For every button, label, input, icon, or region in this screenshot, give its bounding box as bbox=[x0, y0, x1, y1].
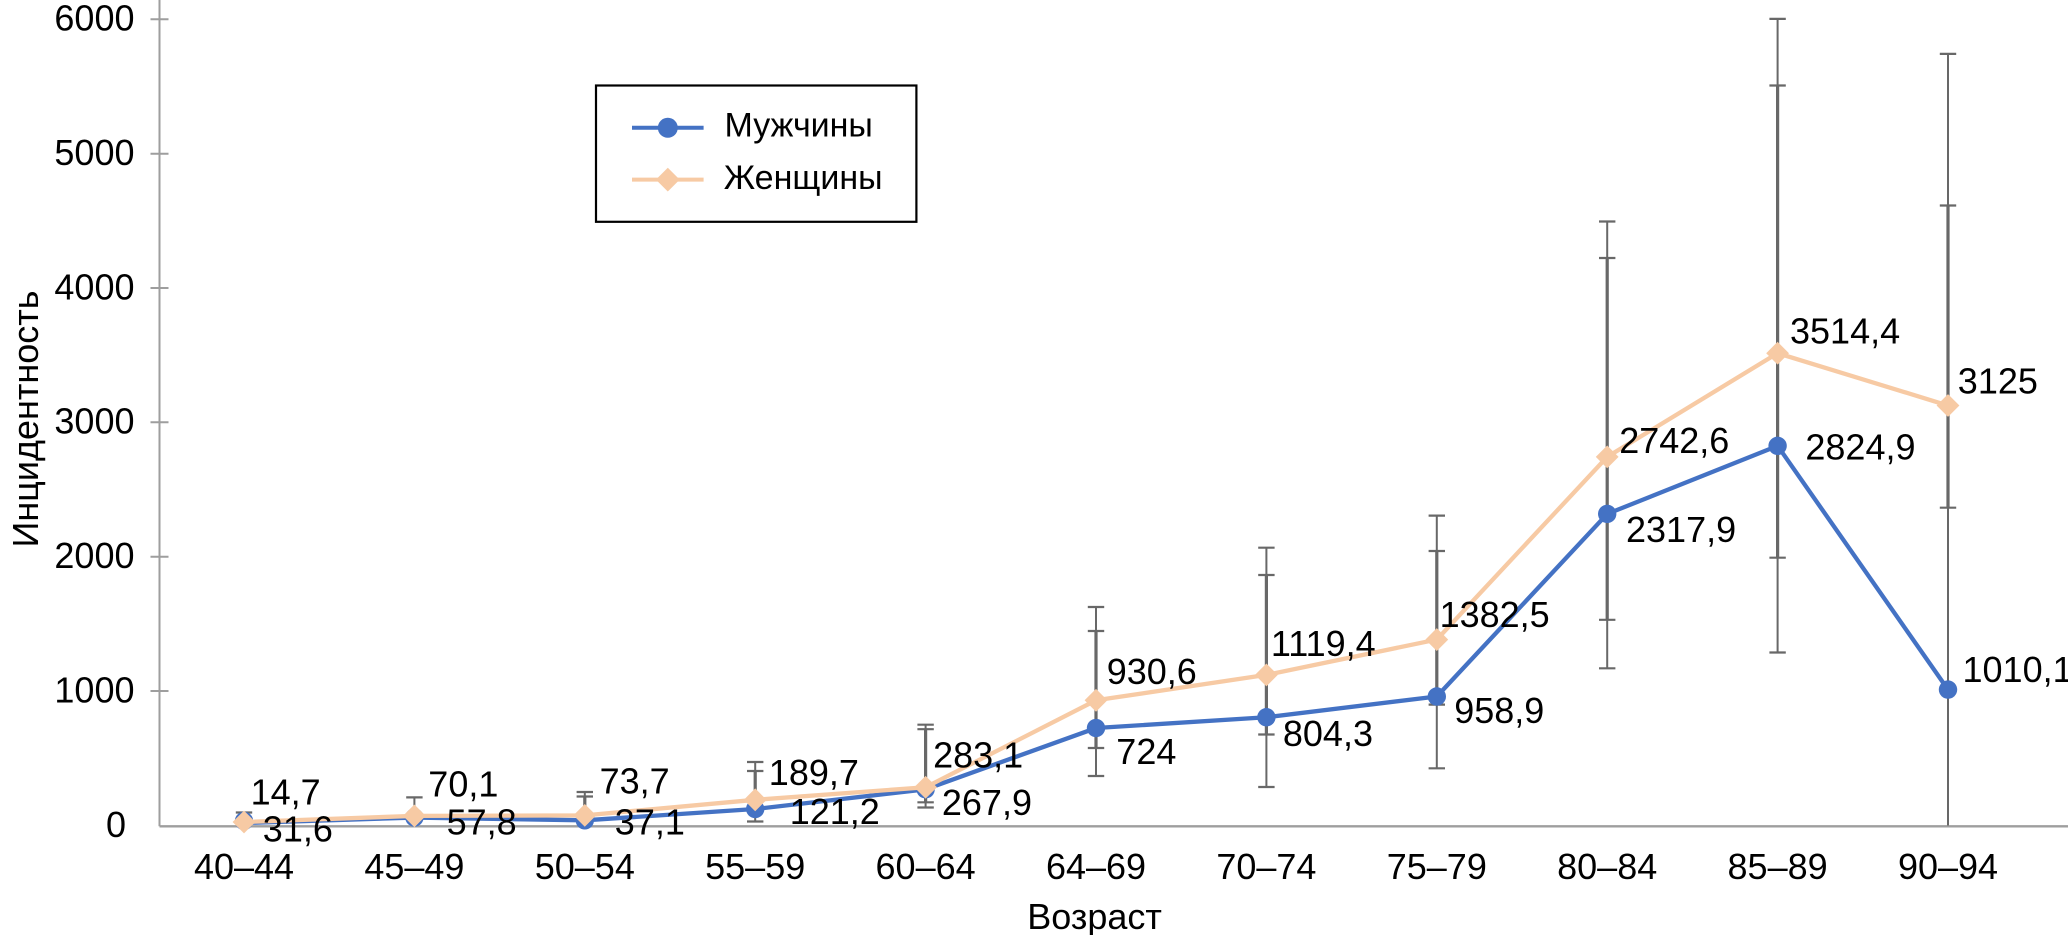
svg-text:267,9: 267,9 bbox=[942, 782, 1032, 823]
svg-text:804,3: 804,3 bbox=[1283, 713, 1373, 754]
svg-text:2317,9: 2317,9 bbox=[1626, 509, 1736, 550]
svg-text:45–49: 45–49 bbox=[364, 846, 464, 887]
svg-text:50–54: 50–54 bbox=[535, 846, 635, 887]
svg-text:40–44: 40–44 bbox=[194, 846, 294, 887]
svg-text:724: 724 bbox=[1116, 731, 1176, 772]
svg-text:90–94: 90–94 bbox=[1898, 846, 1998, 887]
svg-text:73,7: 73,7 bbox=[600, 761, 670, 802]
svg-text:930,6: 930,6 bbox=[1107, 651, 1197, 692]
svg-text:1119,4: 1119,4 bbox=[1271, 623, 1376, 664]
svg-text:64–69: 64–69 bbox=[1046, 846, 1146, 887]
svg-text:57,8: 57,8 bbox=[447, 801, 517, 842]
svg-text:958,9: 958,9 bbox=[1454, 690, 1544, 731]
svg-text:6000: 6000 bbox=[54, 0, 134, 39]
svg-text:2824,9: 2824,9 bbox=[1805, 426, 1915, 467]
svg-text:75–79: 75–79 bbox=[1387, 846, 1487, 887]
svg-text:121,2: 121,2 bbox=[790, 791, 880, 832]
svg-text:Возраст: Возраст bbox=[1027, 896, 1162, 935]
svg-text:80–84: 80–84 bbox=[1557, 846, 1657, 887]
svg-text:0: 0 bbox=[106, 804, 126, 845]
svg-text:3514,4: 3514,4 bbox=[1790, 311, 1900, 352]
svg-text:55–59: 55–59 bbox=[705, 846, 805, 887]
svg-text:4000: 4000 bbox=[54, 266, 134, 307]
svg-text:2000: 2000 bbox=[54, 535, 134, 576]
svg-text:70,1: 70,1 bbox=[428, 764, 498, 805]
svg-text:85–89: 85–89 bbox=[1728, 846, 1828, 887]
svg-text:Мужчины: Мужчины bbox=[725, 107, 873, 145]
svg-text:1010,1: 1010,1 bbox=[1963, 649, 2068, 690]
svg-text:1000: 1000 bbox=[54, 669, 134, 710]
svg-text:14,7: 14,7 bbox=[251, 772, 321, 813]
svg-text:37,1: 37,1 bbox=[615, 801, 685, 842]
svg-text:5000: 5000 bbox=[54, 132, 134, 173]
svg-text:3000: 3000 bbox=[54, 401, 134, 442]
svg-text:31,6: 31,6 bbox=[263, 809, 333, 850]
svg-text:189,7: 189,7 bbox=[769, 752, 859, 793]
svg-text:1382,5: 1382,5 bbox=[1440, 594, 1550, 635]
svg-text:3125: 3125 bbox=[1958, 361, 2038, 402]
svg-text:Инцидентность: Инцидентность bbox=[5, 290, 46, 547]
svg-text:60–64: 60–64 bbox=[876, 846, 976, 887]
svg-text:Женщины: Женщины bbox=[724, 159, 883, 197]
svg-text:2742,6: 2742,6 bbox=[1619, 420, 1729, 461]
svg-text:70–74: 70–74 bbox=[1216, 846, 1316, 887]
svg-text:283,1: 283,1 bbox=[933, 735, 1023, 776]
